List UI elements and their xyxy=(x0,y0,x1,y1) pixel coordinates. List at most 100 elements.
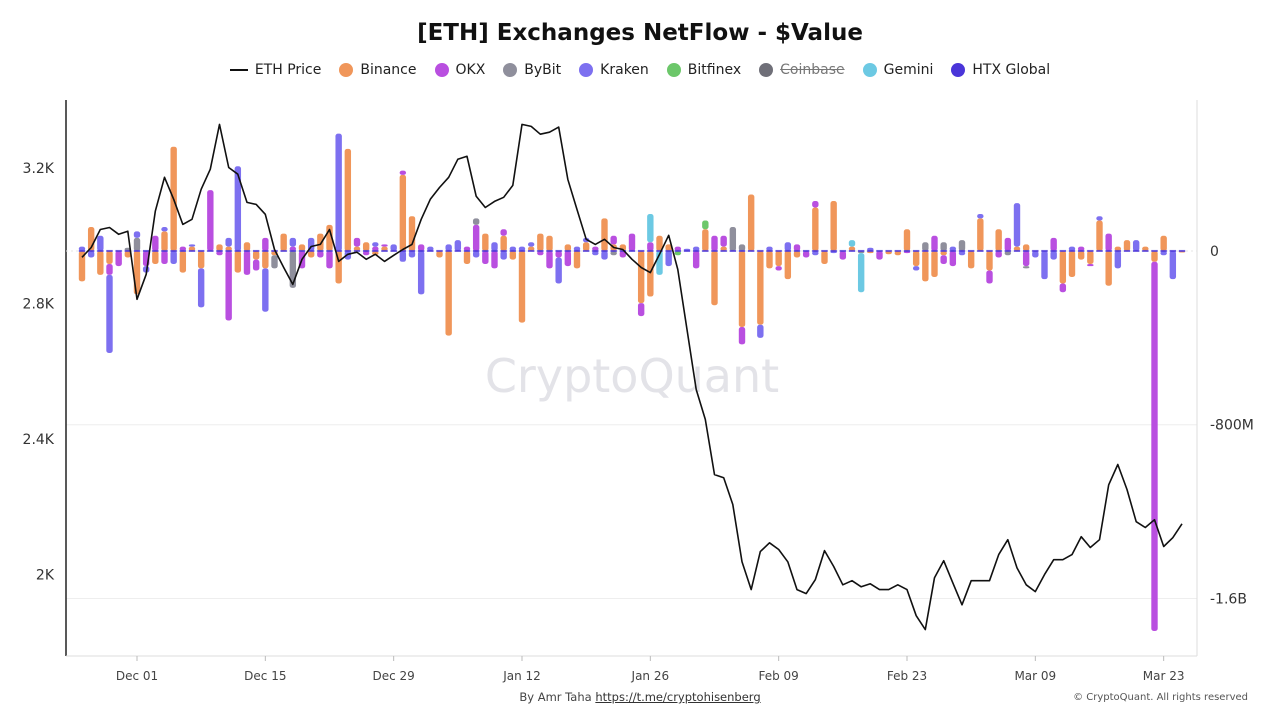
legend-item-binance[interactable]: Binance xyxy=(339,62,417,78)
bar-kraken xyxy=(427,246,434,251)
copyright: © CryptoQuant. All rights reserved xyxy=(1073,692,1248,703)
bar-okx xyxy=(353,237,361,247)
bar-htx-global xyxy=(1013,249,1021,252)
bar-htx-global xyxy=(958,249,966,252)
bar-okx xyxy=(637,303,645,317)
bar-okx xyxy=(546,250,553,269)
bar-kraken xyxy=(161,227,168,232)
bar-kraken xyxy=(78,246,86,251)
author-link[interactable]: https://t.me/cryptohisenberg xyxy=(595,690,761,704)
bar-htx-global xyxy=(1178,249,1186,252)
bar-okx xyxy=(1151,261,1158,632)
bar-htx-global xyxy=(738,249,746,252)
bar-binance xyxy=(1114,246,1122,251)
bar-binance xyxy=(665,244,672,251)
bar-htx-global xyxy=(472,249,480,252)
x-tick-label: Feb 23 xyxy=(887,669,927,683)
bar-okx xyxy=(482,250,489,264)
netflow-bars xyxy=(78,133,1186,632)
bar-binance xyxy=(647,250,654,297)
bar-okx xyxy=(106,263,113,275)
bar-binance xyxy=(252,250,260,260)
bar-okx xyxy=(647,242,654,251)
bar-binance xyxy=(482,233,489,251)
bar-kraken xyxy=(665,250,672,267)
legend-item-coinbase[interactable]: Coinbase xyxy=(759,62,845,78)
bar-binance xyxy=(711,250,718,306)
legend-label: ETH Price xyxy=(254,62,322,78)
legend-item-bybit[interactable]: ByBit xyxy=(503,62,561,78)
bar-binance xyxy=(307,250,315,258)
bar-htx-global xyxy=(133,249,141,252)
bar-binance xyxy=(1160,235,1167,251)
bar-okx xyxy=(161,250,168,264)
bar-binance xyxy=(1142,246,1149,251)
bar-htx-global xyxy=(610,249,617,252)
bar-binance xyxy=(775,250,782,267)
bar-binance xyxy=(793,250,801,258)
bar-binance xyxy=(188,246,196,251)
bar-okx xyxy=(802,250,810,258)
bar-htx-global xyxy=(692,249,700,252)
bar-binance xyxy=(124,250,132,258)
bar-htx-global xyxy=(729,249,737,252)
bar-htx-global xyxy=(949,249,957,252)
legend-item-eth-price[interactable]: ETH Price xyxy=(229,62,322,78)
bar-kraken xyxy=(188,244,196,247)
bar-htx-global xyxy=(445,249,452,252)
legend-item-gemini[interactable]: Gemini xyxy=(862,62,933,78)
bar-binance xyxy=(1059,250,1067,284)
legend-label: Kraken xyxy=(600,62,649,78)
legend-item-bitfinex[interactable]: Bitfinex xyxy=(666,62,741,78)
bar-binance xyxy=(298,244,306,251)
bar-kraken xyxy=(133,231,141,238)
bar-htx-global xyxy=(848,249,856,252)
bar-okx xyxy=(738,326,746,345)
bar-okx xyxy=(592,246,599,251)
right-tick-label: 0 xyxy=(1210,244,1219,260)
bar-htx-global xyxy=(912,249,920,252)
bar-binance xyxy=(894,250,902,256)
bar-htx-global xyxy=(665,249,672,252)
bar-binance xyxy=(967,250,975,269)
legend-item-htx-global[interactable]: HTX Global xyxy=(951,62,1050,78)
bar-kraken xyxy=(87,250,95,258)
bar-binance xyxy=(931,250,938,278)
bar-okx xyxy=(1059,283,1067,293)
bar-okx xyxy=(216,250,223,256)
bar-kraken xyxy=(1114,250,1122,269)
bar-htx-global xyxy=(298,249,306,252)
bar-htx-global xyxy=(509,249,517,252)
bar-htx-global xyxy=(967,249,975,252)
bar-htx-global xyxy=(747,249,755,252)
bar-binance xyxy=(537,233,544,251)
legend-item-kraken[interactable]: Kraken xyxy=(579,62,649,78)
bar-binance xyxy=(821,250,828,264)
bar-binance xyxy=(720,246,727,251)
bar-htx-global xyxy=(87,249,95,252)
bar-htx-global xyxy=(601,249,608,252)
bar-bitfinex xyxy=(674,250,682,256)
bar-htx-global xyxy=(326,249,333,252)
bar-kraken xyxy=(692,246,700,251)
bar-htx-global xyxy=(1142,249,1149,252)
bar-htx-global xyxy=(1151,249,1158,252)
bar-kraken xyxy=(509,246,517,251)
bar-okx xyxy=(564,250,572,267)
bar-okx xyxy=(839,250,847,260)
bar-htx-global xyxy=(372,249,379,252)
bar-htx-global xyxy=(417,249,425,252)
legend-item-okx[interactable]: OKX xyxy=(434,62,485,78)
bar-kraken xyxy=(1132,240,1140,251)
bar-bybit xyxy=(940,242,947,251)
bar-okx xyxy=(720,235,727,247)
bar-kraken xyxy=(445,244,452,251)
bar-kraken xyxy=(1050,250,1057,260)
bar-htx-global xyxy=(390,249,397,252)
bar-okx xyxy=(243,250,251,275)
bar-binance xyxy=(381,246,388,251)
legend-swatch xyxy=(503,63,518,77)
legend-label: ByBit xyxy=(524,62,562,78)
bar-binance xyxy=(986,250,993,271)
